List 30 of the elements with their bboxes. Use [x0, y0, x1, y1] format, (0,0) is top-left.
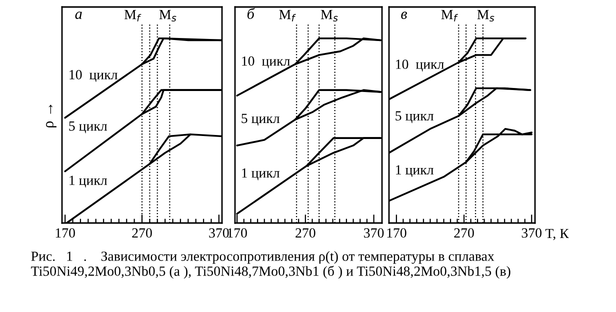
- ref-line-label: M$_{s}$: [159, 10, 176, 22]
- x-tick-label: 270: [454, 228, 474, 238]
- x-tick-label: 170: [387, 228, 406, 238]
- x-tick-label: 370: [209, 228, 229, 238]
- series-label: 1 цикл: [242, 168, 280, 180]
- chart-title: в: [401, 12, 408, 20]
- series-label: 1 цикл: [396, 165, 434, 178]
- x-axis-title: T, К: [545, 228, 569, 240]
- series-label: 5 цикл: [396, 111, 434, 124]
- ref-line-label: M$_{f}$: [441, 10, 458, 22]
- series-label: 1 цикл: [70, 176, 108, 188]
- x-tick-label: 270: [296, 228, 316, 238]
- series-label: 10 цикл: [70, 70, 118, 82]
- ref-line-label: M$_{s}$: [320, 10, 338, 22]
- ref-line-label: M$_{f}$: [279, 10, 296, 22]
- x-tick-label: 370: [364, 228, 384, 238]
- x-tick-label: 270: [132, 228, 152, 238]
- series-label: 5 цикл: [242, 114, 280, 126]
- x-tick-label: 370: [522, 228, 542, 238]
- series-label: 10 цикл: [396, 60, 444, 72]
- ref-line-label: M$_{f}$: [124, 10, 142, 22]
- series-label: 10 цикл: [242, 56, 290, 68]
- chart-title: а: [75, 12, 82, 20]
- x-tick-label: 170: [228, 228, 247, 238]
- ref-line-label: M$_{s}$: [477, 10, 494, 22]
- series-label: 5 цикл: [69, 122, 108, 134]
- y-axis-title: ρ →: [46, 104, 56, 128]
- x-tick-label: 170: [56, 228, 75, 238]
- chart-title: б: [247, 8, 255, 20]
- text: Рис. 1 . Зависимости электросопротивления ρ(t) от температуры в сплавах Ti50Ni49,2Mo0,3Nb0,5 (а ), Ti50Ni48,7Mo0,3Nb1 (б ) и Ti50Ni48,2Mo0,3Nb1,5 (в): [31, 251, 510, 279]
